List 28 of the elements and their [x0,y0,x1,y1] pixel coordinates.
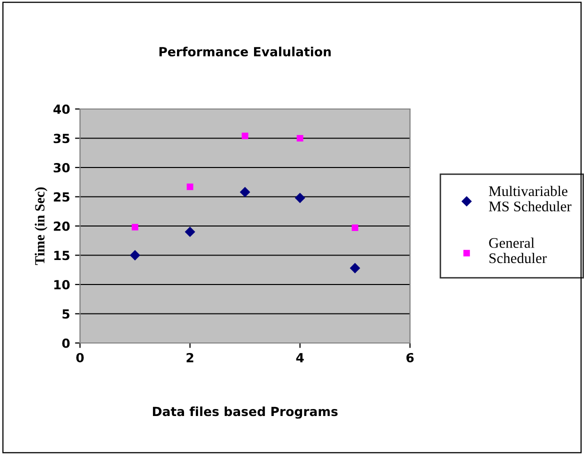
point [296,134,304,142]
x-tick-label: 2 [186,352,194,362]
point [240,186,250,198]
y-tick-label: 30 [54,162,70,172]
y-tick-label: 40 [53,104,70,114]
point [350,262,360,274]
y-tick-label: 25 [54,192,70,202]
point [294,192,306,204]
y-tick-label: 35 [54,134,70,144]
y-axis-title: Time (in Sec) [34,187,48,266]
x-tick-label: 4 [296,353,304,362]
y-tick-label: 0 [62,338,70,348]
point [184,226,196,238]
x-tick-label: 6 [406,352,414,362]
y-tick-label: 15 [54,250,70,260]
legend-label: Multivariable MS Scheduler [488,186,572,212]
y-tick-label: 5 [62,309,70,319]
point [242,132,248,140]
point [130,250,140,260]
x-axis-title: Data files based Programs [152,406,338,419]
point [132,224,138,230]
y-tick-label: 20 [54,221,70,231]
y-tick-label: 10 [54,280,70,290]
point [352,224,358,232]
legend-label: General Scheduler [489,238,547,264]
x-tick-label: 0 [76,352,84,362]
chart-title: Performance Evalulation [159,46,331,56]
point [186,184,194,190]
